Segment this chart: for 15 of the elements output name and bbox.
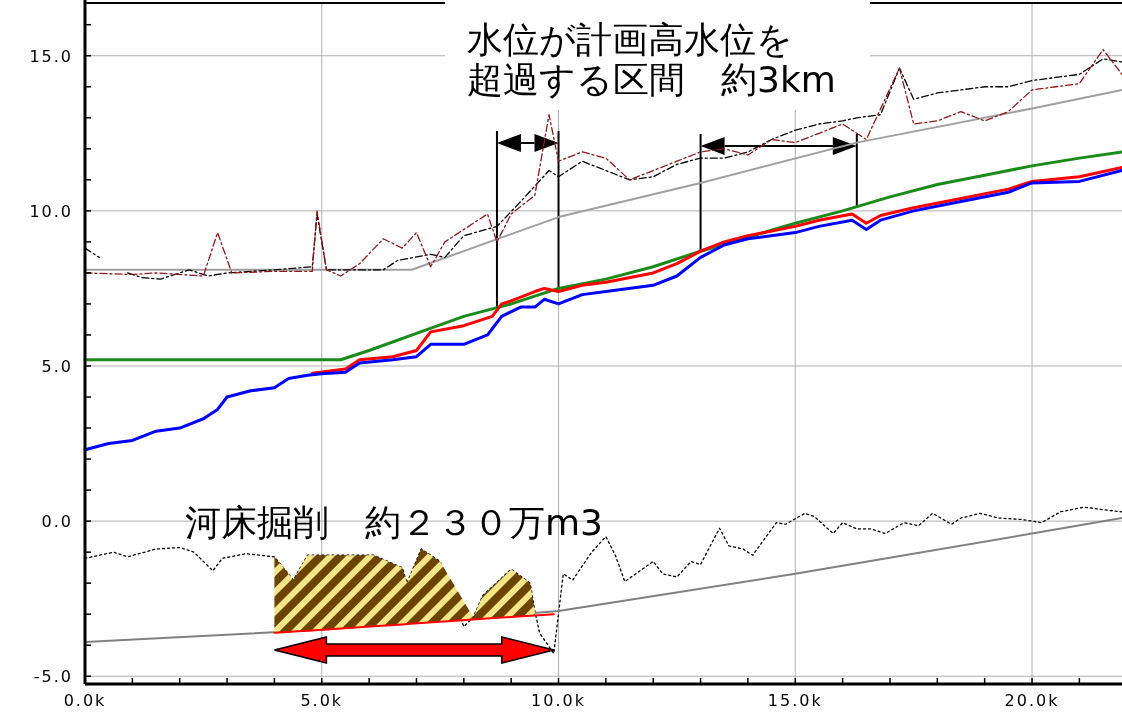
x-tick-label: 0.0k bbox=[63, 691, 107, 710]
y-tick-label: 0.0 bbox=[41, 512, 73, 532]
annotation: 河床掘削 約２３０万m3 bbox=[185, 502, 603, 543]
y-tick-label: -5.0 bbox=[33, 667, 73, 687]
x-tick-label: 15.0k bbox=[767, 691, 823, 710]
y-tick-label: 5.0 bbox=[41, 356, 73, 376]
line-series bbox=[310, 165, 1122, 375]
x-tick-label: 20.0k bbox=[1004, 691, 1060, 710]
x-tick-label: 5.0k bbox=[300, 691, 344, 710]
annotation: 水位が計画高水位を超過する区間 約3km bbox=[467, 19, 836, 100]
line-series bbox=[273, 613, 555, 634]
y-tick-label: 15.0 bbox=[29, 46, 73, 66]
x-tick-label: 10.0k bbox=[531, 691, 586, 710]
line-series bbox=[83, 169, 1122, 452]
y-tick-label: 10.0 bbox=[29, 201, 73, 221]
